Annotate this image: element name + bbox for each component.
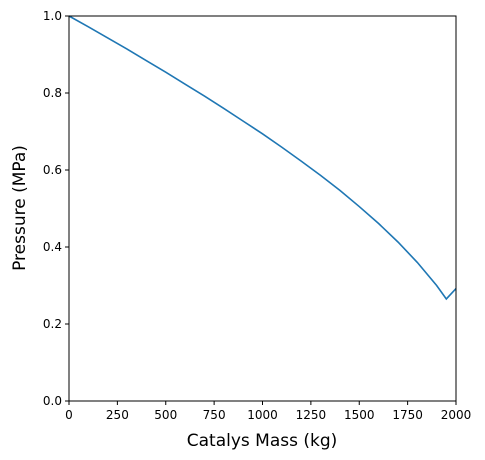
x-tick-label: 1250 [296, 408, 327, 422]
x-tick-label: 250 [106, 408, 129, 422]
x-tick-label: 0 [65, 408, 73, 422]
x-axis-label: Catalys Mass (kg) [187, 431, 338, 451]
x-tick-label: 2000 [441, 408, 472, 422]
plot-frame [68, 15, 457, 402]
y-axis-ticks: 0.0 0.2 0.4 0.6 0.8 1.0 [43, 9, 69, 408]
x-tick-label: 1750 [392, 408, 423, 422]
x-axis-ticks: 0 250 500 750 1000 1250 1500 1750 2000 [65, 401, 471, 422]
y-tick-label: 1.0 [43, 9, 62, 23]
y-tick-label: 0.2 [43, 317, 62, 331]
y-tick-label: 0.8 [43, 86, 62, 100]
x-tick-label: 500 [154, 408, 177, 422]
plot-area [68, 15, 457, 402]
x-tick-label: 750 [203, 408, 226, 422]
y-tick-label: 0.4 [43, 240, 62, 254]
y-tick-label: 0.0 [43, 394, 62, 408]
x-tick-label: 1500 [344, 408, 375, 422]
x-tick-label: 1000 [247, 408, 278, 422]
series-line [68, 15, 457, 301]
y-tick-label: 0.6 [43, 163, 62, 177]
y-axis-label: Pressure (MPa) [10, 145, 30, 271]
